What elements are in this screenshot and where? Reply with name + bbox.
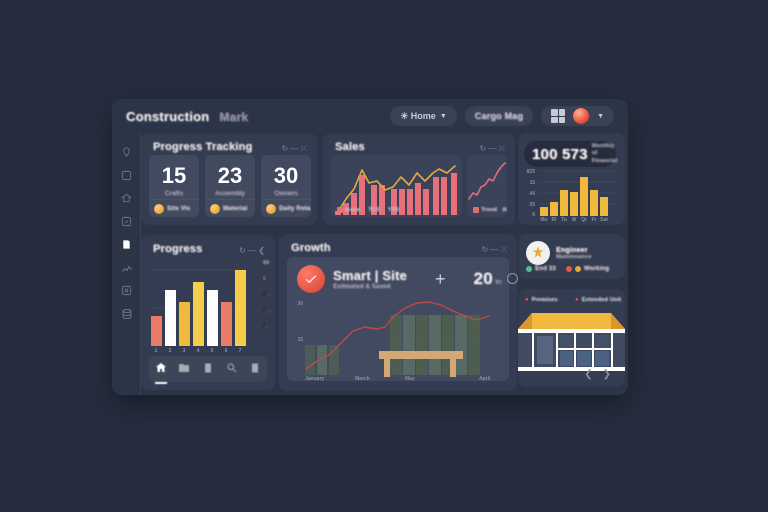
svg-text:May: May	[405, 376, 415, 381]
svg-text:7: 7	[239, 348, 242, 354]
svg-text:Ri: Ri	[552, 217, 558, 223]
svg-text:Fr: Fr	[592, 217, 597, 223]
svg-text:25: 25	[529, 202, 535, 208]
svg-text:2: 2	[169, 348, 172, 354]
svg-text:5: 5	[211, 348, 214, 354]
svg-text:15: 15	[297, 337, 303, 343]
svg-text:15: 15	[529, 180, 535, 186]
svg-text:825: 825	[527, 169, 536, 175]
svg-text:W: W	[572, 217, 577, 223]
svg-text:Tu: Tu	[561, 217, 567, 223]
svg-text:January: January	[305, 376, 324, 381]
svg-text:Qr: Qr	[581, 217, 587, 223]
svg-text:6: 6	[225, 348, 228, 354]
svg-text:Sat: Sat	[600, 217, 608, 223]
svg-text:30: 30	[297, 301, 303, 307]
svg-text:6: 6	[532, 212, 535, 218]
svg-text:3: 3	[183, 348, 186, 354]
svg-text:Mo: Mo	[540, 217, 547, 223]
svg-text:March: March	[355, 376, 370, 381]
svg-text:44: 44	[529, 191, 535, 197]
svg-text:1: 1	[155, 348, 158, 354]
svg-text:April: April	[479, 376, 491, 381]
svg-text:4: 4	[197, 348, 200, 354]
